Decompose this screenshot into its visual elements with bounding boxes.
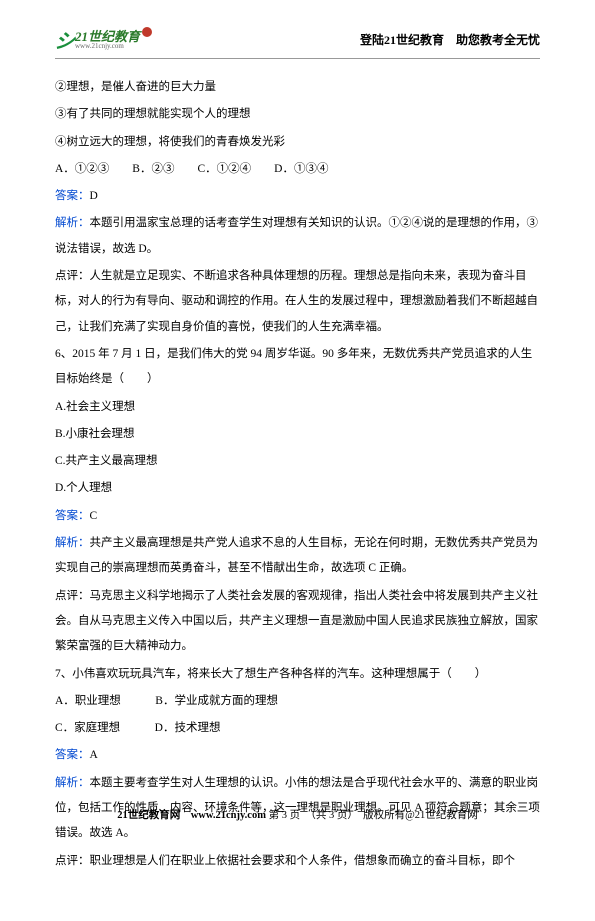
- q6-option-a: A.社会主义理想: [55, 395, 540, 420]
- header-slogan: 登陆21世纪教育 助您教考全无忧: [360, 31, 540, 48]
- runner-icon: シ: [53, 25, 77, 54]
- option-3: ③有了共同的理想就能实现个人的理想: [55, 102, 540, 127]
- logo: シ 21世纪教育 www.21cnjy.com: [55, 25, 152, 54]
- page-header: シ 21世纪教育 www.21cnjy.com 登陆21世纪教育 助您教考全无忧: [55, 25, 540, 59]
- comment-3: 点评：职业理想是人们在职业上依据社会要求和个人条件，借想象而确立的奋斗目标，即个: [55, 849, 540, 874]
- q6-option-d: D.个人理想: [55, 476, 540, 501]
- comment-2: 点评：马克思主义科学地揭示了人类社会发展的客观规律，指出人类社会中将发展到共产主…: [55, 584, 540, 660]
- q7-option-cd: C．家庭理想 D．技术理想: [55, 716, 540, 741]
- document-body: ②理想，是催人奋进的巨大力量 ③有了共同的理想就能实现个人的理想 ④树立远大的理…: [55, 75, 540, 874]
- q6-option-c: C.共产主义最高理想: [55, 449, 540, 474]
- comment-1: 点评：人生就是立足现实、不断追求各种具体理想的历程。理想总是指向未来，表现为奋斗…: [55, 264, 540, 340]
- answer-2: 答案：C: [55, 504, 540, 529]
- option-4: ④树立远大的理想，将使我们的青春焕发光彩: [55, 130, 540, 155]
- explanation-1: 解析：本题引用温家宝总理的话考查学生对理想有关知识的认识。①②④说的是理想的作用…: [55, 211, 540, 262]
- logo-sub-text: www.21cnjy.com: [75, 43, 152, 50]
- apple-icon: [142, 27, 152, 37]
- page-footer: 21世纪教育网 www.21cnjy.com 第 3 页 （共 3 页） 版权所…: [0, 807, 595, 822]
- logo-main-text: 21世纪教育: [75, 30, 152, 43]
- q7-option-ab: A．职业理想 B．学业成就方面的理想: [55, 689, 540, 714]
- choices-q5: A．①②③ B．②③ C．①②④ D．①③④: [55, 157, 540, 182]
- answer-1: 答案：D: [55, 184, 540, 209]
- question-6: 6、2015 年 7 月 1 日，是我们伟大的党 94 周岁华诞。90 多年来，…: [55, 342, 540, 393]
- answer-3: 答案：A: [55, 743, 540, 768]
- q6-option-b: B.小康社会理想: [55, 422, 540, 447]
- question-7: 7、小伟喜欢玩玩具汽车，将来长大了想生产各种各样的汽车。这种理想属于（ ）: [55, 662, 540, 687]
- option-2: ②理想，是催人奋进的巨大力量: [55, 75, 540, 100]
- explanation-2: 解析：共产主义最高理想是共产党人追求不息的人生目标，无论在何时期，无数优秀共产党…: [55, 531, 540, 582]
